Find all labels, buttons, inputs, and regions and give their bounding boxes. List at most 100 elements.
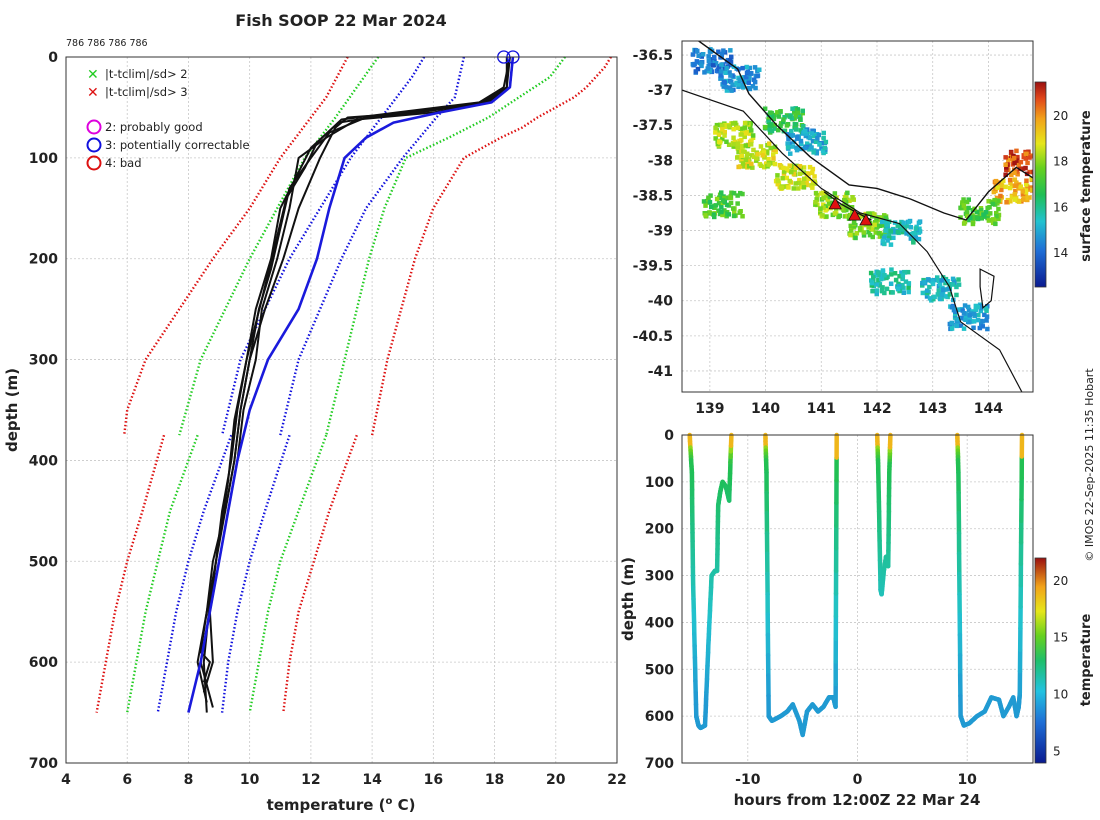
sst-pixel bbox=[998, 196, 1003, 201]
sst-pixel bbox=[836, 214, 841, 220]
sst-pixel bbox=[1020, 166, 1026, 171]
sst-pixel bbox=[966, 217, 971, 223]
sst-pixel bbox=[699, 63, 704, 69]
sst-pixel bbox=[908, 236, 914, 241]
sst-pixel bbox=[818, 209, 823, 215]
sst-pixel bbox=[899, 270, 904, 275]
sst-pixel bbox=[772, 126, 777, 131]
sst-pixel bbox=[790, 133, 795, 138]
timeseries-panel: -10 0 10 0 100 200 300 400 500 600 700 hours from… bbox=[619, 428, 1094, 809]
sst-pixel bbox=[728, 200, 734, 206]
sst-pixel bbox=[980, 324, 985, 329]
sst-pixel bbox=[767, 127, 773, 133]
climatology-line bbox=[156, 434, 233, 713]
profile-y-axis-label: depth (m) bbox=[3, 368, 21, 452]
sst-pixel bbox=[764, 149, 770, 154]
sst-pixel bbox=[851, 223, 857, 229]
sst-pixel bbox=[772, 144, 778, 150]
sst-pixel bbox=[971, 325, 976, 330]
sst-pixel bbox=[728, 73, 733, 78]
sst-pixel bbox=[911, 238, 916, 243]
sst-pixel bbox=[866, 229, 871, 235]
sst-pixel bbox=[752, 65, 758, 70]
sst-pixel bbox=[787, 178, 792, 184]
timeseries-y-tick-label: 100 bbox=[645, 475, 674, 491]
sst-pixel bbox=[729, 190, 734, 195]
sst-pixel bbox=[996, 216, 1001, 222]
sst-pixel bbox=[794, 145, 799, 150]
sst-pixel bbox=[1012, 170, 1017, 175]
sst-pixel bbox=[795, 110, 801, 116]
sst-pixel bbox=[845, 190, 850, 196]
sst-pixel bbox=[766, 118, 771, 123]
sst-pixel bbox=[926, 277, 931, 282]
sst-pixel bbox=[781, 165, 786, 171]
sst-pixel bbox=[731, 190, 737, 196]
sst-pixel bbox=[895, 223, 900, 228]
sst-pixel bbox=[813, 190, 819, 196]
sst-pixel bbox=[729, 88, 734, 93]
sst-pixel bbox=[803, 133, 809, 139]
map-y-tick-label: -39.5 bbox=[633, 259, 673, 275]
timeseries-x-tick-label: 10 bbox=[957, 772, 977, 788]
profile-panel: 4 6 8 10 12 14 16 18 20 22 0 100 200 300 400 500 600 700… bbox=[3, 50, 627, 814]
timeseries-y-tick-label: 500 bbox=[645, 662, 674, 678]
temperature-colorbar-label: temperature bbox=[1079, 614, 1094, 707]
sst-pixel bbox=[920, 290, 926, 296]
sst-pixel bbox=[703, 213, 708, 218]
x-label-end: C) bbox=[392, 796, 415, 814]
sst-pixel bbox=[807, 164, 813, 170]
sst-pixel bbox=[755, 73, 760, 79]
map-y-tick-label: -39 bbox=[648, 224, 673, 240]
sst-colorbar-ticks: 14 16 18 20 bbox=[1053, 109, 1068, 260]
sst-pixel bbox=[795, 134, 800, 140]
sst-pixel bbox=[1013, 183, 1018, 189]
sst-pixel bbox=[825, 197, 830, 202]
legend-qc-2-label: 2: probably good bbox=[105, 120, 203, 134]
sst-pixel bbox=[1004, 200, 1009, 205]
sst-pixel bbox=[965, 304, 971, 310]
sst-pixel bbox=[740, 144, 746, 149]
sst-pixel bbox=[851, 220, 857, 225]
legend-flag-3sd: ✕ |t-tclim|/sd> 3 bbox=[87, 85, 188, 101]
sst-pixel bbox=[899, 229, 905, 235]
sst-pixel bbox=[891, 235, 896, 240]
sst-pixel bbox=[790, 144, 795, 149]
sst-pixel bbox=[870, 288, 875, 294]
sst-pixel bbox=[746, 164, 752, 169]
sst-pixel bbox=[792, 121, 798, 127]
sst-pixel bbox=[874, 282, 879, 287]
sst-pixel bbox=[880, 238, 886, 244]
map-y-tick-label: -40 bbox=[648, 294, 674, 310]
sst-pixel bbox=[719, 62, 724, 67]
sst-pixel bbox=[727, 70, 732, 75]
sst-pixel bbox=[758, 163, 764, 168]
sst-pixel bbox=[693, 69, 699, 74]
sst-pixel bbox=[710, 63, 716, 68]
sst-pixel bbox=[712, 54, 717, 60]
sst-pixel bbox=[707, 210, 712, 215]
sst-pixel bbox=[727, 195, 732, 200]
sst-pixel bbox=[916, 220, 922, 226]
sst-pixel bbox=[978, 304, 984, 309]
sst-pixel bbox=[1012, 197, 1018, 202]
sst-pixel bbox=[716, 66, 722, 72]
sst-pixel bbox=[812, 174, 817, 179]
sst-pixel bbox=[880, 285, 885, 290]
sst-pixel bbox=[736, 149, 741, 155]
sst-pixel bbox=[1024, 178, 1029, 183]
sst-pixel bbox=[735, 193, 740, 198]
sst-pixel bbox=[848, 223, 853, 229]
sst-pixel bbox=[939, 278, 944, 283]
sst-pixel bbox=[882, 273, 887, 278]
sst-pixel bbox=[861, 230, 866, 235]
sst-pixel bbox=[994, 213, 999, 219]
sst-pixel bbox=[824, 214, 829, 219]
sst-pixel bbox=[732, 209, 737, 215]
sst-pixel bbox=[961, 311, 967, 316]
sst-pixel bbox=[873, 220, 878, 225]
sst-pixel bbox=[849, 208, 855, 214]
sst-pixel bbox=[738, 190, 743, 196]
sst-pixel bbox=[728, 48, 733, 53]
